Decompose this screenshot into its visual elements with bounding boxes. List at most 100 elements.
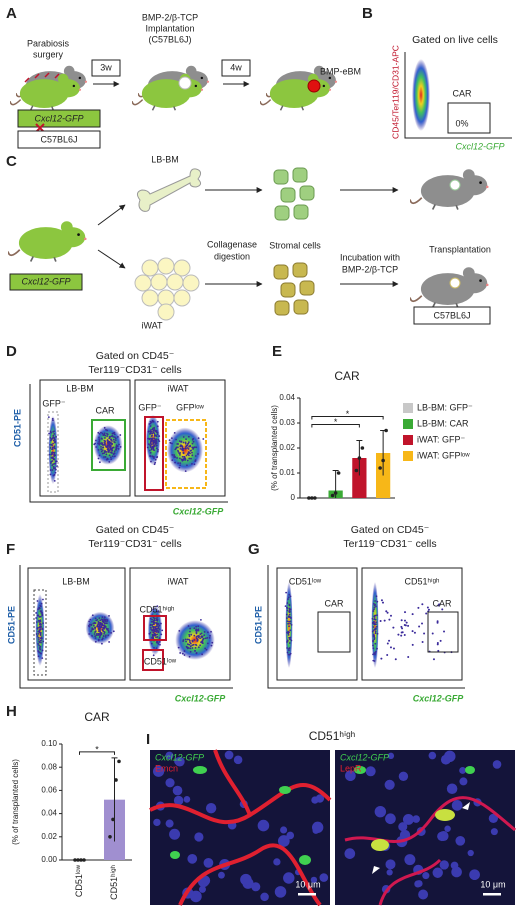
event-dot (397, 633, 400, 636)
event-dot (158, 435, 161, 437)
event-dot (184, 442, 187, 445)
event-dot (371, 617, 374, 620)
event-dot (174, 461, 176, 464)
event-dot (94, 617, 97, 620)
event-dot (441, 608, 444, 611)
event-dot (152, 654, 155, 657)
data-point (333, 491, 338, 495)
nucleus (187, 853, 198, 864)
axes (267, 565, 465, 689)
event-dot (194, 647, 197, 649)
data-point (381, 458, 385, 463)
gate-value: 0% (455, 118, 468, 128)
event-dot (101, 449, 104, 452)
nucleus (412, 815, 420, 823)
event-dot (152, 631, 155, 633)
event-dot (202, 438, 205, 440)
event-dot (115, 447, 118, 450)
event-dot (105, 627, 108, 630)
event-dot (116, 445, 119, 448)
event-dot (116, 436, 119, 438)
flow-events (35, 594, 215, 666)
event-dot (112, 432, 115, 435)
event-dot (182, 640, 185, 643)
event-dot (425, 612, 428, 615)
event-dot (191, 647, 194, 649)
event-dot (109, 448, 112, 451)
nucleus (455, 835, 466, 846)
event-dot (55, 460, 57, 463)
event-dot (154, 461, 157, 464)
event-dot (179, 462, 182, 465)
event-dot (156, 433, 159, 436)
event-dot (107, 628, 109, 630)
event-dot (102, 629, 104, 632)
gate (47, 411, 59, 493)
nucleus (174, 757, 183, 766)
nucleus (444, 825, 451, 832)
legend-swatch (403, 419, 413, 429)
nucleus (283, 872, 295, 884)
event-dot (111, 455, 114, 458)
event-dot (119, 446, 122, 448)
event-dot (97, 431, 100, 434)
event-dot (158, 440, 161, 443)
event-dot (152, 440, 154, 443)
event-dot (40, 611, 43, 614)
nucleus (451, 866, 462, 878)
event-dot (151, 428, 154, 431)
event-dot (88, 633, 91, 635)
event-dot (376, 614, 378, 617)
event-dot (191, 451, 193, 454)
event-dot (373, 602, 375, 605)
event-dot (381, 601, 384, 604)
event-dot (288, 616, 290, 619)
event-dot (53, 453, 56, 456)
event-dot (374, 650, 377, 653)
event-dot (156, 627, 159, 630)
event-dot (98, 443, 101, 446)
gate-label: CAR (432, 598, 452, 608)
event-dot (386, 611, 389, 614)
event-dot (94, 442, 97, 445)
event-dot (394, 658, 397, 661)
nucleus (319, 873, 329, 882)
event-dot (149, 420, 152, 423)
host-box (413, 306, 491, 325)
event-dot (38, 644, 41, 647)
event-dot (50, 431, 52, 434)
event-dot (181, 652, 184, 655)
event-dot (38, 607, 41, 610)
axes (404, 52, 512, 139)
donor-box (17, 109, 101, 128)
plot-label: LB-BM (66, 383, 94, 393)
nucleus (169, 828, 181, 840)
event-dot (178, 466, 181, 469)
event-dot (100, 431, 102, 434)
event-dot (91, 627, 94, 630)
event-dot (101, 432, 104, 435)
event-dot (38, 641, 41, 644)
event-dot (436, 621, 439, 624)
event-dot (113, 450, 116, 453)
event-dot (206, 631, 209, 634)
event-dot (401, 631, 404, 634)
event-dot (374, 632, 377, 635)
event-dot (90, 624, 93, 627)
event-dot (208, 636, 211, 639)
event-dot (53, 433, 56, 435)
event-dot (149, 624, 152, 627)
data-point (117, 759, 121, 764)
event-dot (287, 648, 290, 650)
data-point (307, 496, 311, 500)
event-dot (170, 437, 173, 439)
event-dot (211, 641, 214, 644)
event-dot (37, 650, 40, 652)
event-dot (94, 626, 96, 629)
x-tick-label: CD51ˡᵒʷ (74, 864, 84, 897)
event-dot (151, 618, 154, 621)
data-point (336, 471, 341, 475)
event-dot (374, 630, 377, 633)
event-dot (149, 455, 152, 458)
event-dot (401, 627, 404, 630)
